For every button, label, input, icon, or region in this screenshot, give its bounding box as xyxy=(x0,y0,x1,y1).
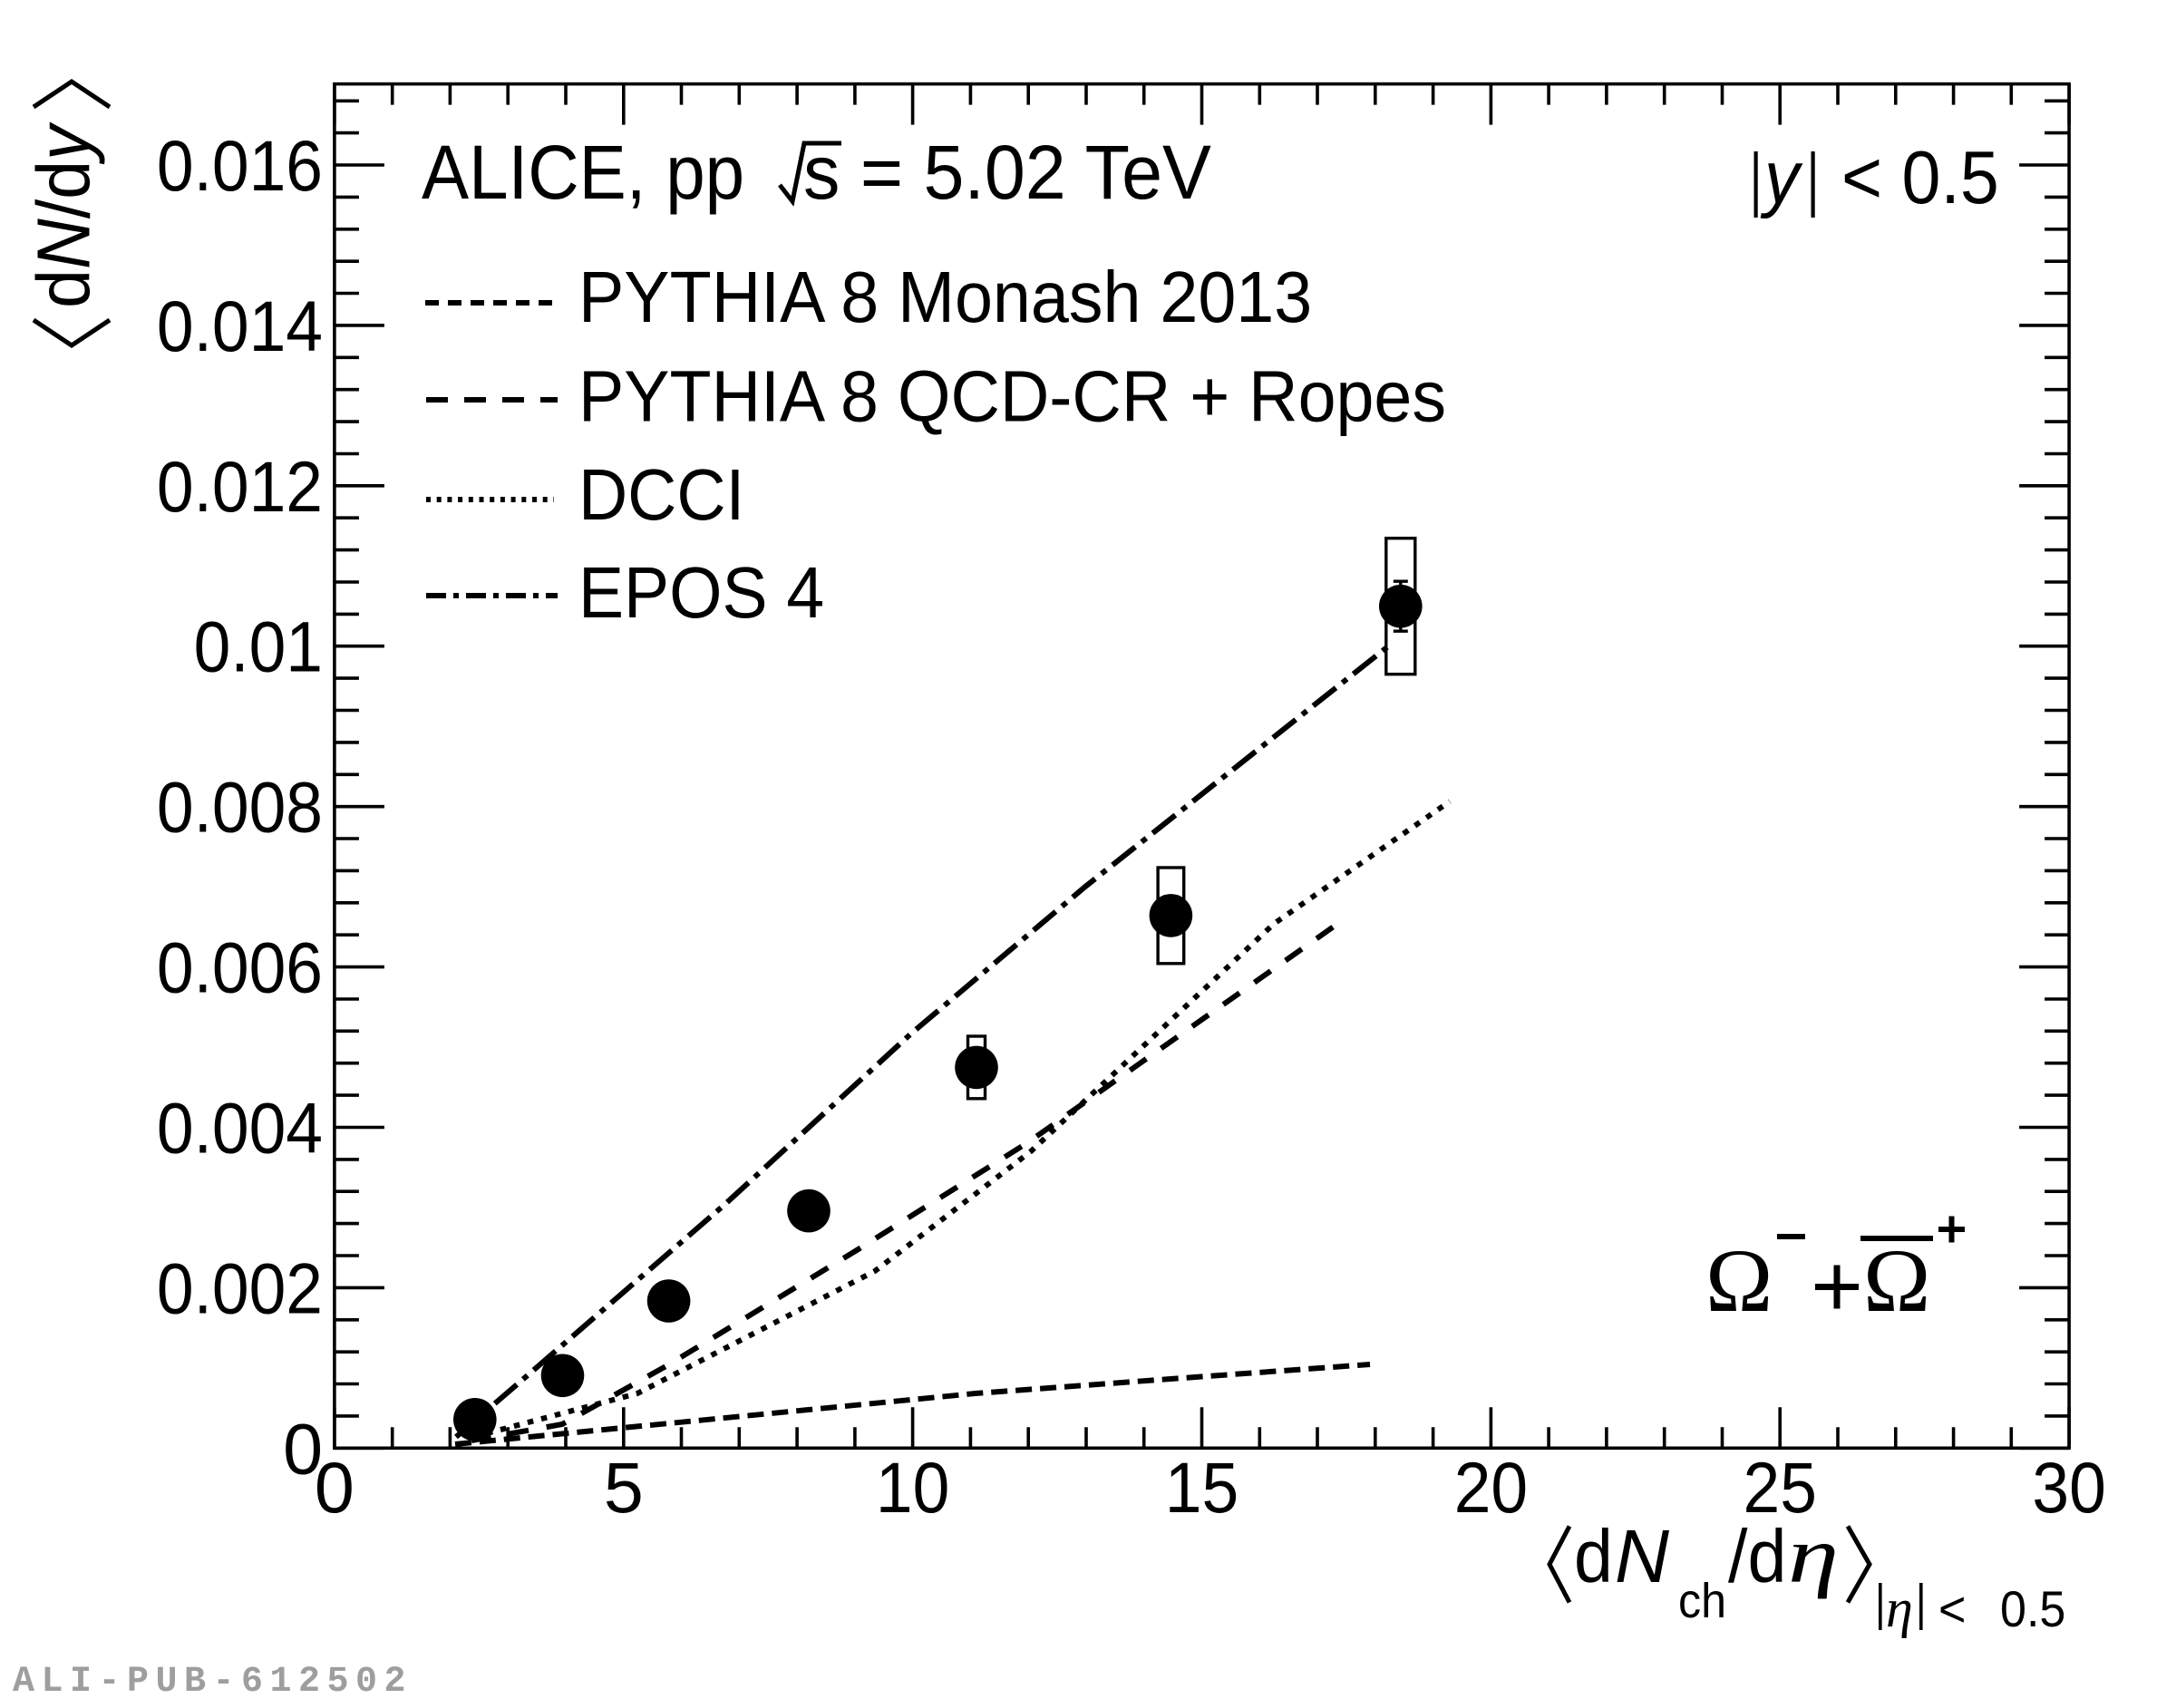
svg-text:0.5: 0.5 xyxy=(2000,1580,2065,1637)
svg-text:15: 15 xyxy=(1165,1447,1239,1528)
svg-text:PYTHIA 8 Monash 2013: PYTHIA 8 Monash 2013 xyxy=(578,257,1312,337)
svg-text:Ω: Ω xyxy=(1863,1230,1930,1331)
svg-text:/d: /d xyxy=(1728,1514,1786,1598)
svg-text:0.014: 0.014 xyxy=(157,286,323,366)
svg-text:ALI-PUB-612502: ALI-PUB-612502 xyxy=(13,1662,413,1703)
svg-text:10: 10 xyxy=(876,1447,949,1528)
svg-text:EPOS 4: EPOS 4 xyxy=(578,552,824,633)
svg-text:0.002: 0.002 xyxy=(157,1247,323,1328)
svg-text:0.012: 0.012 xyxy=(157,446,323,527)
svg-text:Ω: Ω xyxy=(1705,1230,1773,1331)
svg-text:d: d xyxy=(1574,1514,1613,1598)
svg-text:PYTHIA 8 QCD-CR + Ropes: PYTHIA 8 QCD-CR + Ropes xyxy=(578,356,1446,437)
svg-text:s = 5.02 TeV: s = 5.02 TeV xyxy=(803,130,1211,215)
svg-text:0: 0 xyxy=(315,1447,355,1528)
svg-text:ch: ch xyxy=(1678,1574,1726,1628)
svg-text:<: < xyxy=(1938,1580,1966,1637)
svg-text:η: η xyxy=(1886,1578,1913,1638)
svg-text:y: y xyxy=(1760,135,1802,219)
svg-text:0: 0 xyxy=(283,1408,323,1489)
svg-text:0.008: 0.008 xyxy=(157,767,323,848)
svg-text:0.01: 0.01 xyxy=(194,607,323,687)
svg-text:25: 25 xyxy=(1744,1447,1817,1528)
svg-text:20: 20 xyxy=(1454,1447,1528,1528)
svg-text:5: 5 xyxy=(604,1447,644,1528)
svg-text:0.006: 0.006 xyxy=(157,927,323,1008)
svg-text:0.004: 0.004 xyxy=(157,1088,323,1169)
svg-text:η: η xyxy=(1788,1512,1839,1600)
svg-text:N: N xyxy=(1615,1514,1669,1598)
svg-text:< 0.5: < 0.5 xyxy=(1841,135,1999,219)
svg-text:0.016: 0.016 xyxy=(157,125,323,206)
svg-text:DCCI: DCCI xyxy=(578,454,744,535)
svg-text:ALICE, pp: ALICE, pp xyxy=(422,130,744,215)
svg-text:30: 30 xyxy=(2032,1447,2105,1528)
svg-text:dN/dy: dN/dy xyxy=(22,121,106,308)
